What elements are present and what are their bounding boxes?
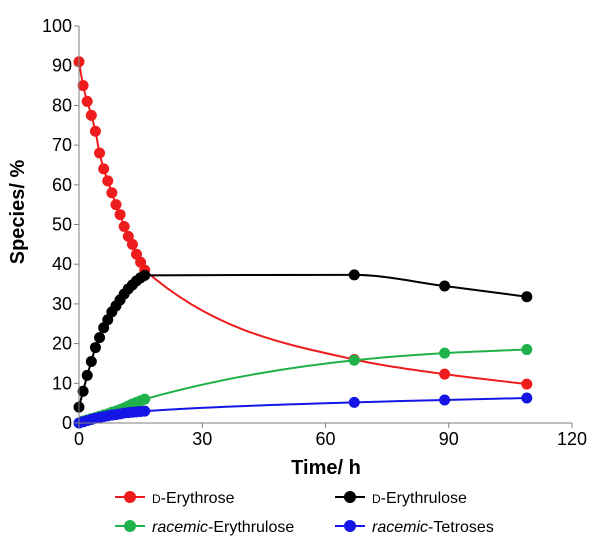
legend-label: D-Erythrose (152, 490, 235, 507)
data-point (89, 342, 101, 354)
data-point (348, 354, 360, 366)
data-point (98, 163, 110, 175)
legend-swatch-marker (124, 520, 136, 532)
data-point (439, 394, 451, 406)
legend-swatch-marker (124, 491, 136, 503)
y-tick-label: 50 (52, 215, 72, 235)
series-line-0 (78, 61, 527, 386)
legend-label-prefix: racemic (152, 519, 208, 536)
legend-item-2: racemic-Erythrulose (115, 519, 294, 536)
data-point (348, 269, 360, 281)
y-tick-label: 40 (52, 254, 72, 274)
legend-item-3: racemic-Tetroses (335, 519, 494, 536)
x-tick-label: 30 (192, 429, 212, 449)
data-point (139, 393, 151, 405)
data-point (81, 95, 93, 107)
data-point (77, 385, 89, 397)
data-point (114, 209, 126, 221)
plot-area (73, 56, 533, 429)
y-axis-title: Species/ % (7, 160, 29, 265)
data-point (94, 332, 106, 344)
y-tick-label: 30 (52, 294, 72, 314)
x-tick-label: 60 (315, 429, 335, 449)
data-point (77, 80, 89, 92)
data-point (118, 220, 130, 232)
legend-label-prefix: racemic (372, 519, 428, 536)
legend-label-suffix: -Erythrose (161, 490, 235, 507)
y-tick-label: 90 (52, 56, 72, 76)
legend-item-0: D-Erythrose (115, 490, 235, 507)
data-point (110, 199, 122, 211)
y-tick-label: 20 (52, 334, 72, 354)
legend-label: D-Erythrulose (372, 490, 467, 507)
data-point (521, 378, 533, 390)
data-point (139, 405, 151, 417)
legend-label-prefix: D (372, 492, 381, 506)
data-point (126, 238, 138, 250)
legend-swatch-marker (344, 520, 356, 532)
data-point (348, 396, 360, 408)
data-point (439, 368, 451, 380)
y-tick-label: 100 (42, 16, 72, 36)
data-point (521, 291, 533, 303)
y-tick-label: 80 (52, 95, 72, 115)
legend: D-Erythrose D-Erythruloseracemic-Erythrul… (115, 490, 494, 536)
series-line-1 (78, 273, 527, 408)
axes: 0 30 60 90 120 0 10 20 30 40 50 60 70 80 90 100 (42, 16, 587, 449)
data-point (106, 187, 118, 199)
data-point (85, 109, 97, 121)
x-tick-label: 120 (557, 429, 587, 449)
data-point (94, 147, 106, 159)
legend-label-suffix: -Erythrulose (381, 490, 467, 507)
legend-label-suffix: -Tetroses (428, 519, 494, 536)
data-point (521, 344, 533, 356)
legend-label-prefix: D (152, 492, 161, 506)
data-point (139, 269, 151, 281)
data-point (89, 125, 101, 137)
x-tick-label: 0 (74, 429, 84, 449)
legend-label: racemic-Tetroses (372, 519, 494, 536)
y-tick-label: 10 (52, 373, 72, 393)
legend-label: racemic-Erythrulose (152, 519, 294, 536)
legend-item-1: D-Erythrulose (335, 490, 467, 507)
data-point (439, 280, 451, 292)
y-tick-label: 60 (52, 175, 72, 195)
data-point (81, 369, 93, 381)
legend-swatch-marker (344, 491, 356, 503)
legend-label-suffix: -Erythrulose (208, 519, 294, 536)
x-axis-title: Time/ h (291, 457, 361, 479)
y-tick-label: 70 (52, 135, 72, 155)
data-point (102, 175, 114, 187)
data-point (439, 347, 451, 359)
data-point (521, 392, 533, 404)
x-tick-label: 90 (439, 429, 459, 449)
y-tick-label: 0 (62, 413, 72, 433)
data-point (85, 355, 97, 367)
